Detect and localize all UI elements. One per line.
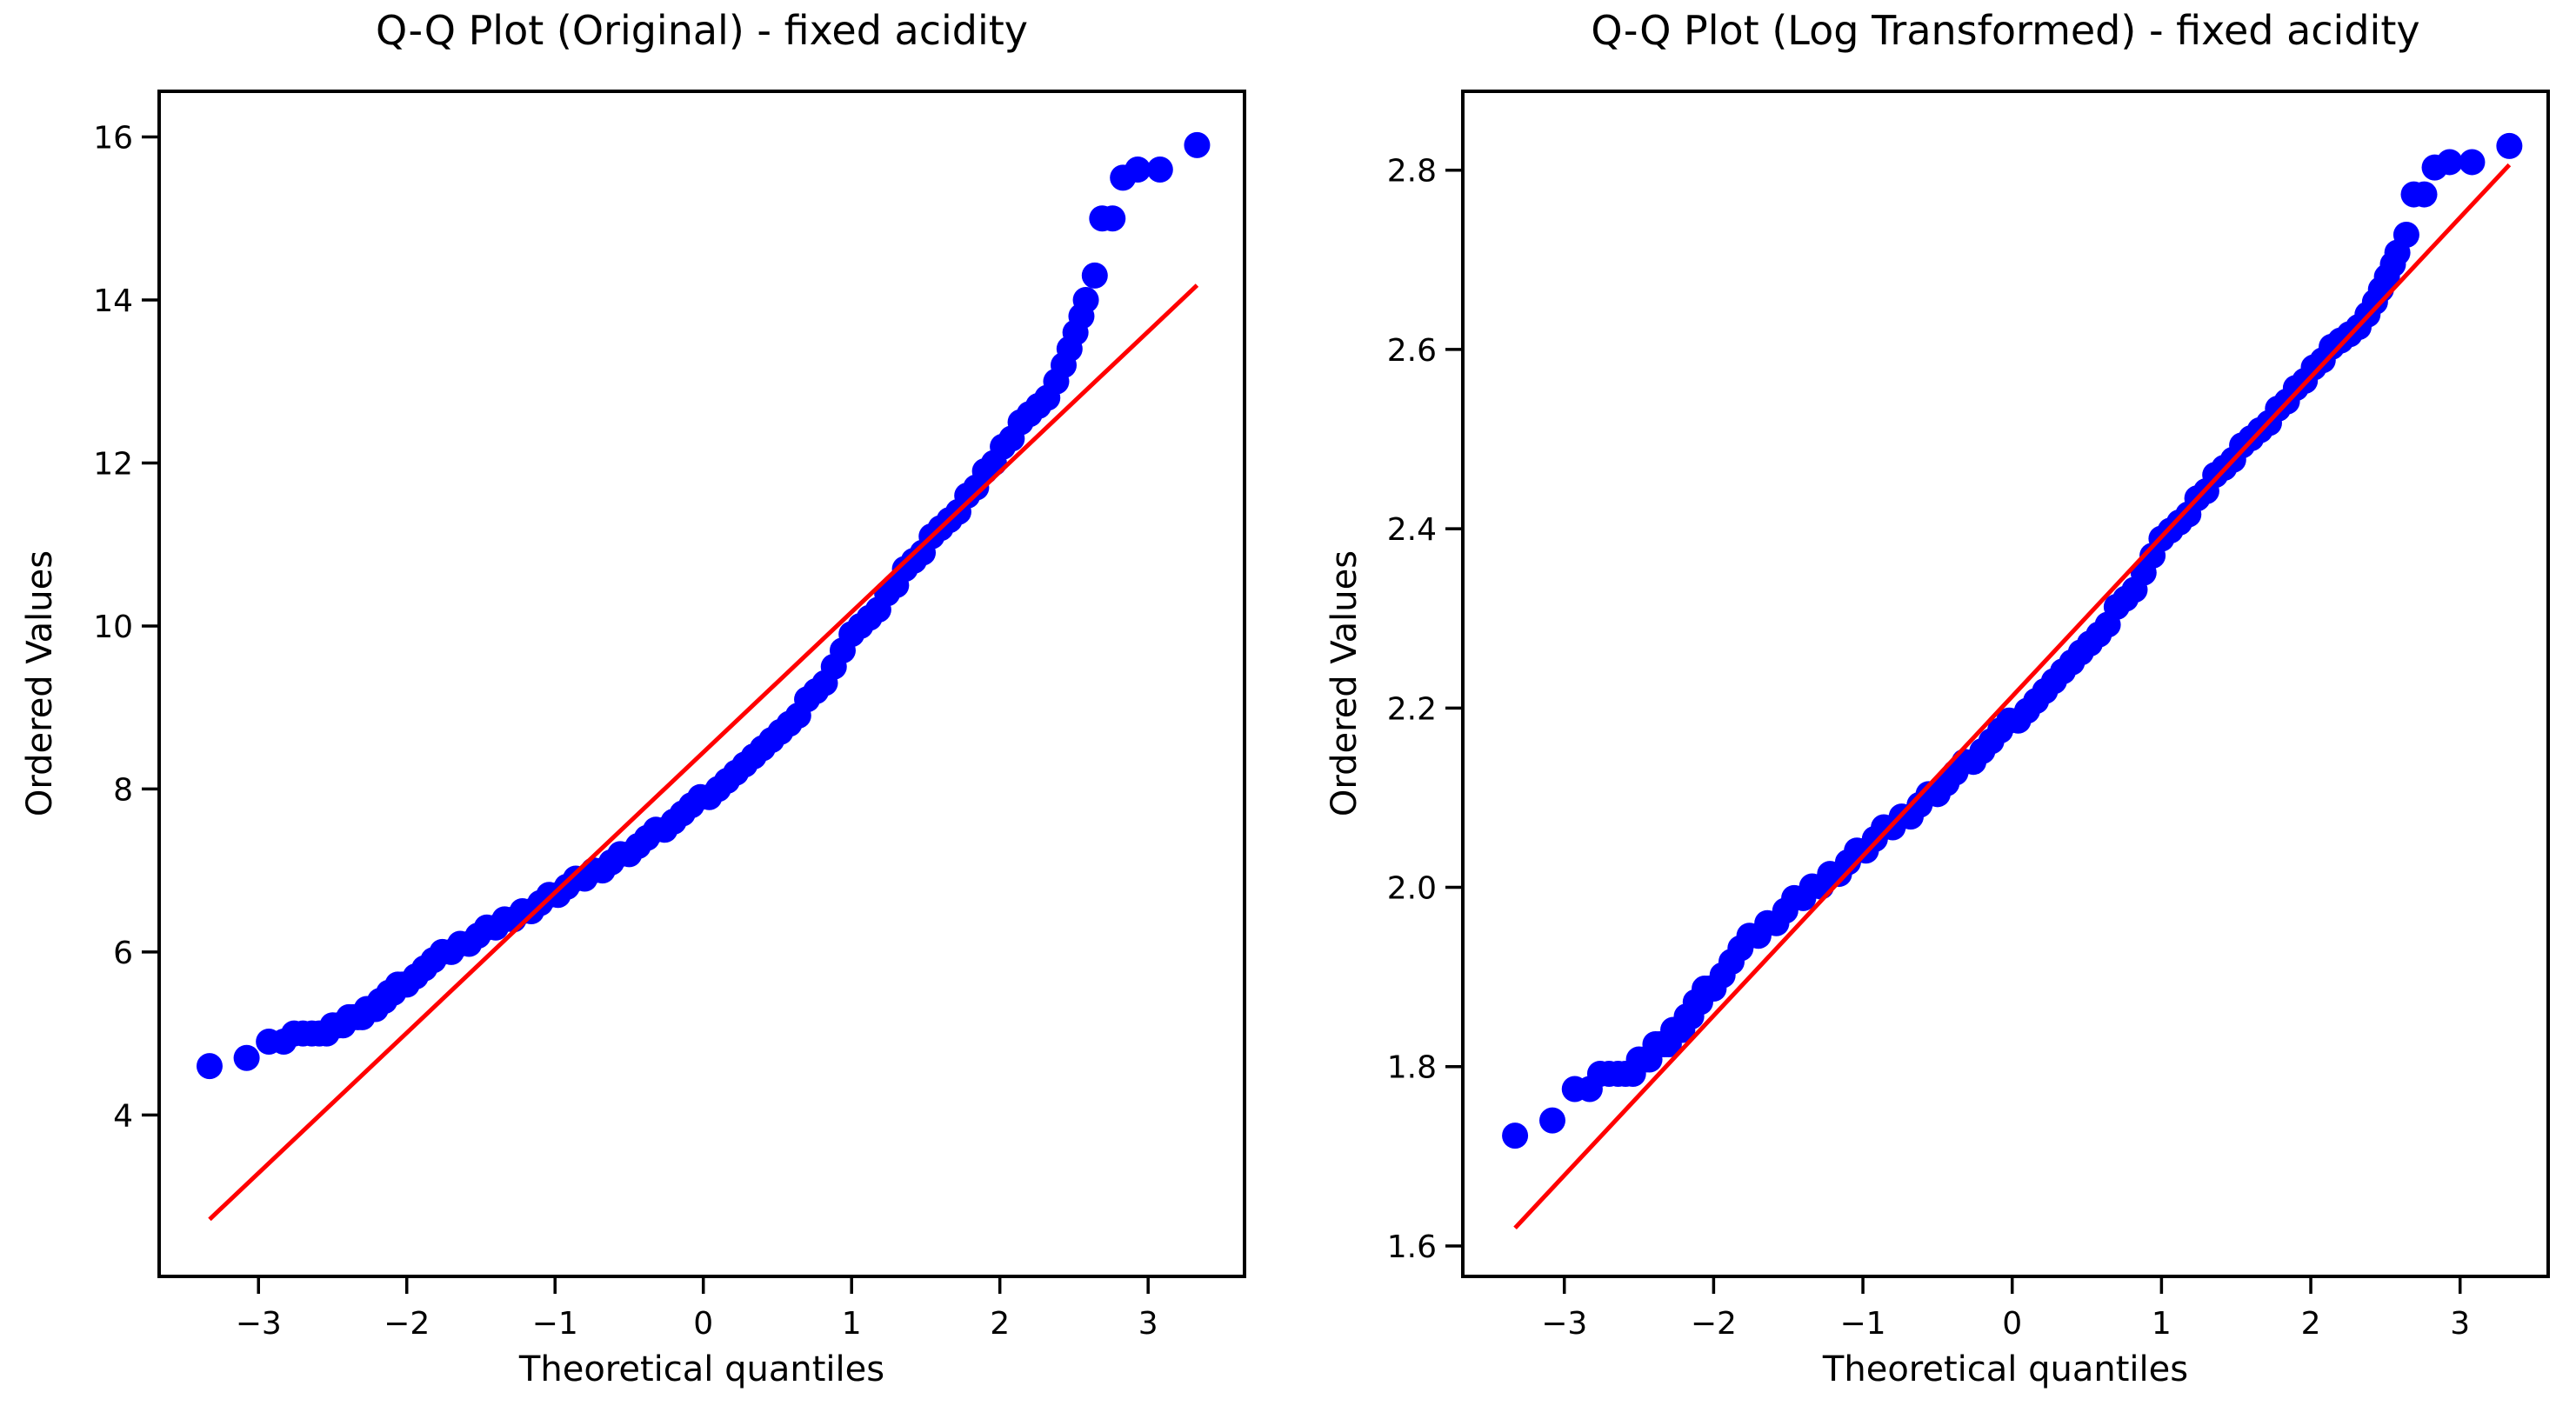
x-tick-label: 0 <box>2002 1306 2022 1342</box>
axes-box <box>1461 90 2550 1278</box>
data-point <box>1099 205 1126 232</box>
y-tick-label: 12 <box>93 446 133 482</box>
y-tick-label: 2.0 <box>1387 871 1437 907</box>
right-yaxis-label: Ordered Values <box>1325 550 1365 817</box>
y-tick-label: 8 <box>113 772 133 808</box>
y-tick-label: 1.6 <box>1387 1229 1437 1265</box>
x-tick-label: 2 <box>990 1306 1010 1342</box>
x-tick-label: −3 <box>1541 1306 1587 1342</box>
data-point <box>196 1053 223 1080</box>
data-point <box>2392 221 2419 248</box>
data-point <box>2411 181 2438 208</box>
right-xaxis-label: Theoretical quantiles <box>1822 1349 2189 1389</box>
data-point <box>2436 149 2463 176</box>
data-point <box>1146 156 1173 183</box>
right-plot-title: Q-Q Plot (Log Transformed) - fixed acidi… <box>1591 7 2420 54</box>
data-point <box>2496 132 2523 159</box>
x-tick-label: −3 <box>236 1306 282 1342</box>
x-tick-label: 1 <box>2152 1306 2172 1342</box>
x-tick-label: −2 <box>384 1306 430 1342</box>
data-point <box>1184 131 1211 158</box>
y-tick-label: 4 <box>113 1098 133 1134</box>
data-point <box>233 1044 260 1071</box>
y-tick-label: 14 <box>93 283 133 319</box>
y-tick-label: 2.8 <box>1387 154 1437 190</box>
data-point <box>2459 149 2486 176</box>
y-tick-label: 10 <box>93 610 133 645</box>
y-tick-label: 2.4 <box>1387 512 1437 548</box>
left-plot-title: Q-Q Plot (Original) - fixed acidity <box>375 7 1029 54</box>
x-tick-label: 3 <box>2450 1306 2470 1342</box>
data-point <box>1538 1107 1565 1134</box>
y-tick-label: 2.6 <box>1387 333 1437 369</box>
x-tick-label: 1 <box>842 1306 862 1342</box>
x-tick-label: 2 <box>2301 1306 2321 1342</box>
left-xaxis-label: Theoretical quantiles <box>518 1349 885 1389</box>
data-point <box>1124 156 1151 183</box>
y-tick-label: 1.8 <box>1387 1050 1437 1086</box>
data-point <box>1502 1123 1529 1149</box>
y-tick-label: 2.2 <box>1387 691 1437 727</box>
left-yaxis-label: Ordered Values <box>20 550 60 817</box>
x-tick-label: 0 <box>693 1306 713 1342</box>
qq-panel-log: −3 −2 −1 0 1 2 3 1.6 1.8 2.0 2.2 2.4 2.6 2.8 <box>1387 90 2550 1342</box>
x-tick-label: −2 <box>1691 1306 1737 1342</box>
x-tick-label: 3 <box>1138 1306 1158 1342</box>
axes-box <box>157 90 1246 1278</box>
y-tick-label: 6 <box>113 936 133 971</box>
y-tick-label: 16 <box>93 120 133 156</box>
x-tick-label: −1 <box>532 1306 578 1342</box>
data-point <box>1081 262 1108 289</box>
fit-line <box>1513 163 2512 1230</box>
x-tick-label: −1 <box>1840 1306 1886 1342</box>
data-point <box>1072 286 1099 313</box>
fit-line <box>208 283 1199 1222</box>
